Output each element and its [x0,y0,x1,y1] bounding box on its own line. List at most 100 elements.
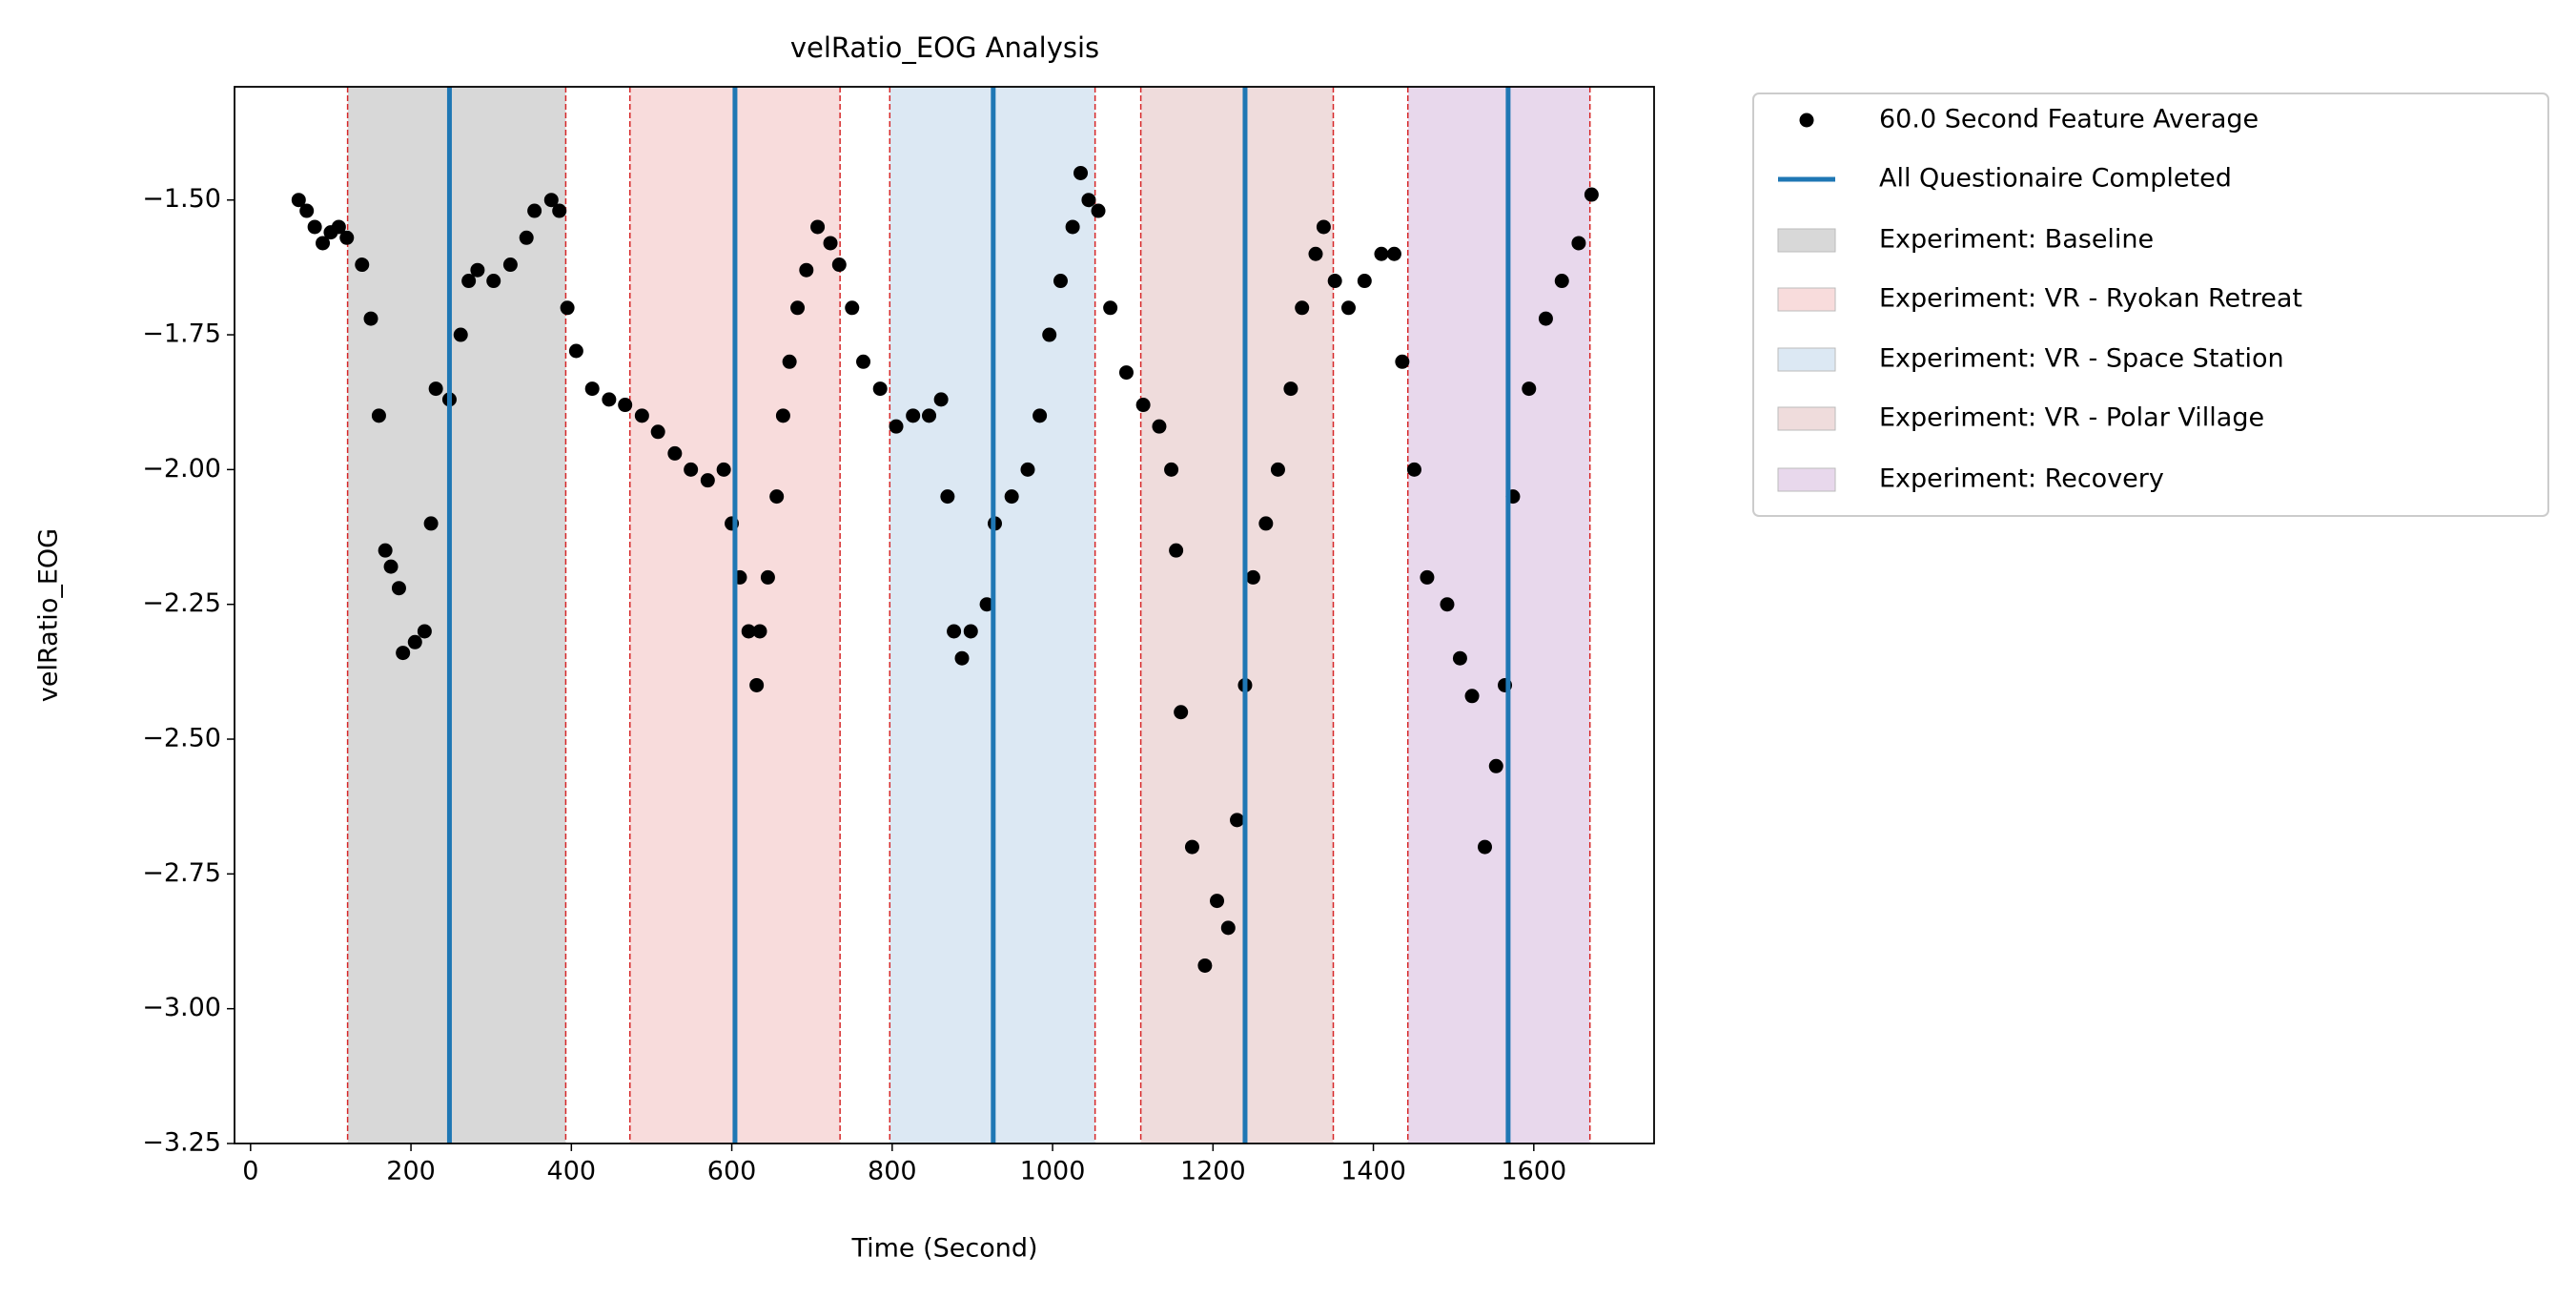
point [1135,398,1151,413]
point [1283,381,1298,397]
point [423,516,439,531]
legend-marker [1777,347,1836,372]
point [1210,894,1225,909]
point [782,354,797,369]
point [391,581,406,596]
point [810,219,826,235]
point [299,203,315,218]
point [1220,920,1236,936]
point [650,424,665,440]
point [291,193,306,208]
point [331,219,346,235]
legend-label: All Questionaire Completed [1879,164,2232,194]
x-tick-label: 1400 [1340,1157,1406,1186]
point [1245,569,1260,585]
point [1452,650,1467,666]
point [552,203,567,218]
point [1386,246,1401,261]
point [417,624,432,639]
point [1522,381,1537,397]
point [845,300,860,316]
y-tick-label: −1.75 [142,319,221,349]
legend-label: Experiment: Recovery [1879,464,2164,494]
point [1073,165,1089,180]
point [1308,246,1323,261]
point [906,408,921,423]
point [1258,516,1274,531]
point [749,677,765,692]
point [831,258,847,273]
y-tick-label: −2.50 [142,724,221,753]
point [461,274,477,289]
legend-marker [1777,228,1836,253]
span [347,87,566,1143]
point [1538,311,1553,326]
point [979,597,994,612]
legend-marker [1799,113,1814,128]
point [307,219,322,235]
y-tick-label: −1.50 [142,184,221,214]
point [1065,219,1080,235]
point [560,300,575,316]
point [947,624,962,639]
point [1440,597,1455,612]
point [527,203,542,218]
point [1020,462,1035,477]
point [769,489,785,505]
point [1032,408,1048,423]
point [1327,274,1342,289]
point [872,381,888,397]
point [1295,300,1310,316]
point [1197,958,1213,973]
point [1004,489,1019,505]
point [667,445,683,461]
point [684,462,699,477]
point [1357,274,1372,289]
x-tick-label: 0 [242,1157,258,1186]
point [618,398,633,413]
point [790,300,806,316]
point [1374,246,1389,261]
x-tick-label: 1600 [1501,1157,1566,1186]
point [453,327,468,342]
point [752,624,767,639]
legend-label: Experiment: VR - Space Station [1879,344,2284,374]
x-axis-label: Time (Second) [850,1234,1037,1264]
legend-label: Experiment: VR - Polar Village [1879,403,2264,433]
point [1584,187,1599,202]
point [470,262,485,278]
point [396,646,411,661]
point [963,624,978,639]
point [741,624,756,639]
point [1081,193,1096,208]
point [1152,419,1167,434]
point [760,569,775,585]
point [1169,543,1184,558]
legend-label: 60.0 Second Feature Average [1879,105,2259,134]
span [1140,87,1334,1143]
point [543,193,559,208]
y-tick-label: −2.25 [142,588,221,618]
point [856,354,871,369]
point [1174,705,1189,720]
point [1103,300,1118,316]
legend-label: Experiment: VR - Ryokan Retreat [1879,284,2302,314]
point [1270,462,1285,477]
point [1395,354,1410,369]
point [1091,203,1106,218]
x-tick-label: 800 [868,1157,917,1186]
point [339,230,355,245]
point [1053,274,1068,289]
point [823,236,838,251]
point [1477,839,1492,855]
point [634,408,649,423]
point [940,489,955,505]
point [933,392,949,407]
point [1118,365,1134,381]
point [799,262,814,278]
point [1420,569,1435,585]
point [519,230,534,245]
point [1554,274,1569,289]
x-tick-label: 1000 [1020,1157,1086,1186]
point [700,473,715,488]
